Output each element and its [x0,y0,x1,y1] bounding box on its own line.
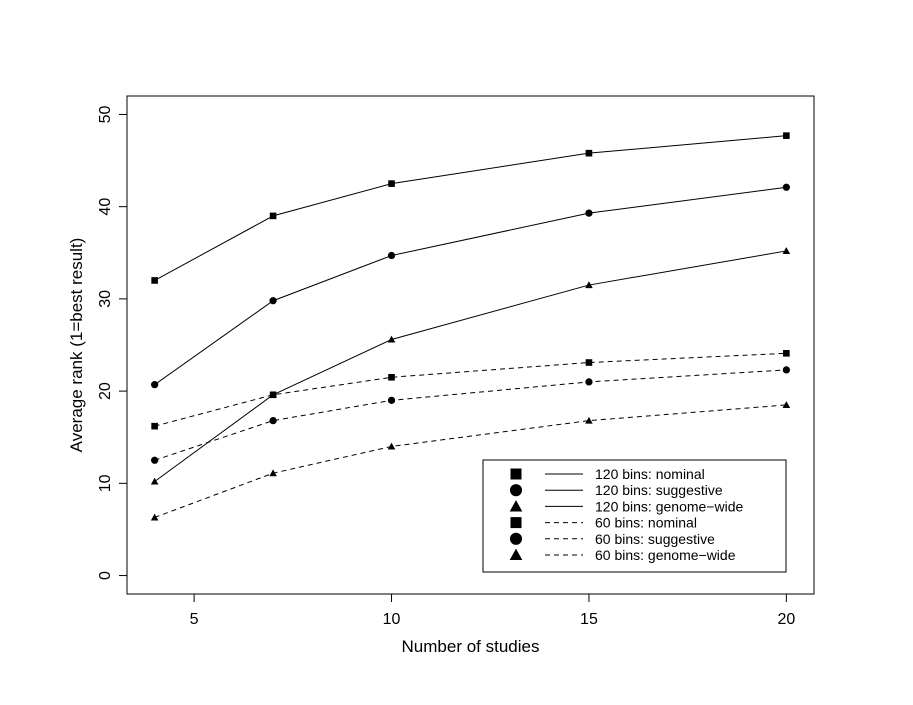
data-point-triangle [150,477,159,485]
series-line [154,186,787,386]
data-point-square [269,212,277,220]
data-point-circle [585,209,593,217]
data-point-circle [151,381,159,389]
series-1 [151,183,790,389]
data-point-triangle [782,401,791,408]
legend-item: 60 bins: nominal [510,515,697,531]
data-point-triangle [585,281,593,289]
data-point-circle [151,456,159,464]
y-tick-label: 0 [97,571,114,580]
series-line [154,369,787,461]
series-layer [150,132,791,521]
data-point-square [269,391,277,399]
legend-label: 60 bins: nominal [595,515,697,531]
legend-marker-triangle [509,548,523,561]
data-point-circle [387,251,396,260]
data-point-square [151,422,158,430]
series-2 [150,247,791,485]
legend-item: 120 bins: suggestive [509,482,723,498]
legend-marker-square [510,517,522,529]
x-tick-label: 5 [190,611,199,628]
y-tick-label: 40 [97,198,114,216]
y-axis-title: Average rank (1=best result) [67,238,86,453]
legend-item: 60 bins: suggestive [509,531,715,547]
legend-label: 120 bins: nominal [595,466,705,482]
series-line [154,352,787,427]
plot-frame [126,95,815,595]
data-point-circle [782,183,790,191]
series-0 [151,132,790,284]
data-point-square [783,350,790,357]
data-point-square [388,180,395,187]
data-point-circle [782,366,790,374]
series-line [154,250,787,482]
y-tick-label: 50 [97,105,114,123]
y-tick-label: 30 [97,290,114,308]
legend-label: 120 bins: suggestive [595,482,723,498]
y-tick-label: 10 [97,474,114,492]
legend-item: 120 bins: nominal [510,466,705,482]
data-point-triangle [387,442,396,450]
data-point-square [585,149,593,157]
series-line [154,135,787,281]
legend-label: 120 bins: genome−wide [595,498,743,514]
data-point-triangle [387,335,396,343]
data-point-triangle [150,513,159,521]
legend-marker-triangle [509,500,523,512]
legend-marker-circle [509,532,523,545]
x-tick-label: 10 [383,611,401,628]
legend-label: 60 bins: suggestive [595,531,715,547]
data-point-triangle [269,469,277,477]
legend-marker-circle [509,484,523,497]
data-point-triangle [585,416,593,424]
data-point-circle [585,378,593,386]
legend-marker-square [510,468,522,480]
data-point-triangle [782,247,791,254]
y-tick-label: 20 [97,382,114,400]
legend-item: 120 bins: genome−wide [509,498,743,514]
x-tick-label: 15 [580,611,598,628]
data-point-square [783,132,790,139]
data-point-circle [269,416,277,425]
legend-item: 60 bins: genome−wide [509,547,736,563]
x-tick-label: 20 [777,611,795,628]
axes: 5 10 15 20 0 10 20 30 40 50 [97,105,795,628]
series-4 [151,366,790,464]
legend-label: 60 bins: genome−wide [595,547,736,563]
data-point-square [388,373,395,381]
data-point-square [585,359,593,366]
data-point-square [151,277,158,284]
series-5 [150,401,791,521]
x-axis-title: Number of studies [402,637,540,656]
data-point-circle [387,396,396,404]
series-3 [151,350,790,430]
legend-box [482,459,787,573]
data-point-circle [269,297,277,305]
